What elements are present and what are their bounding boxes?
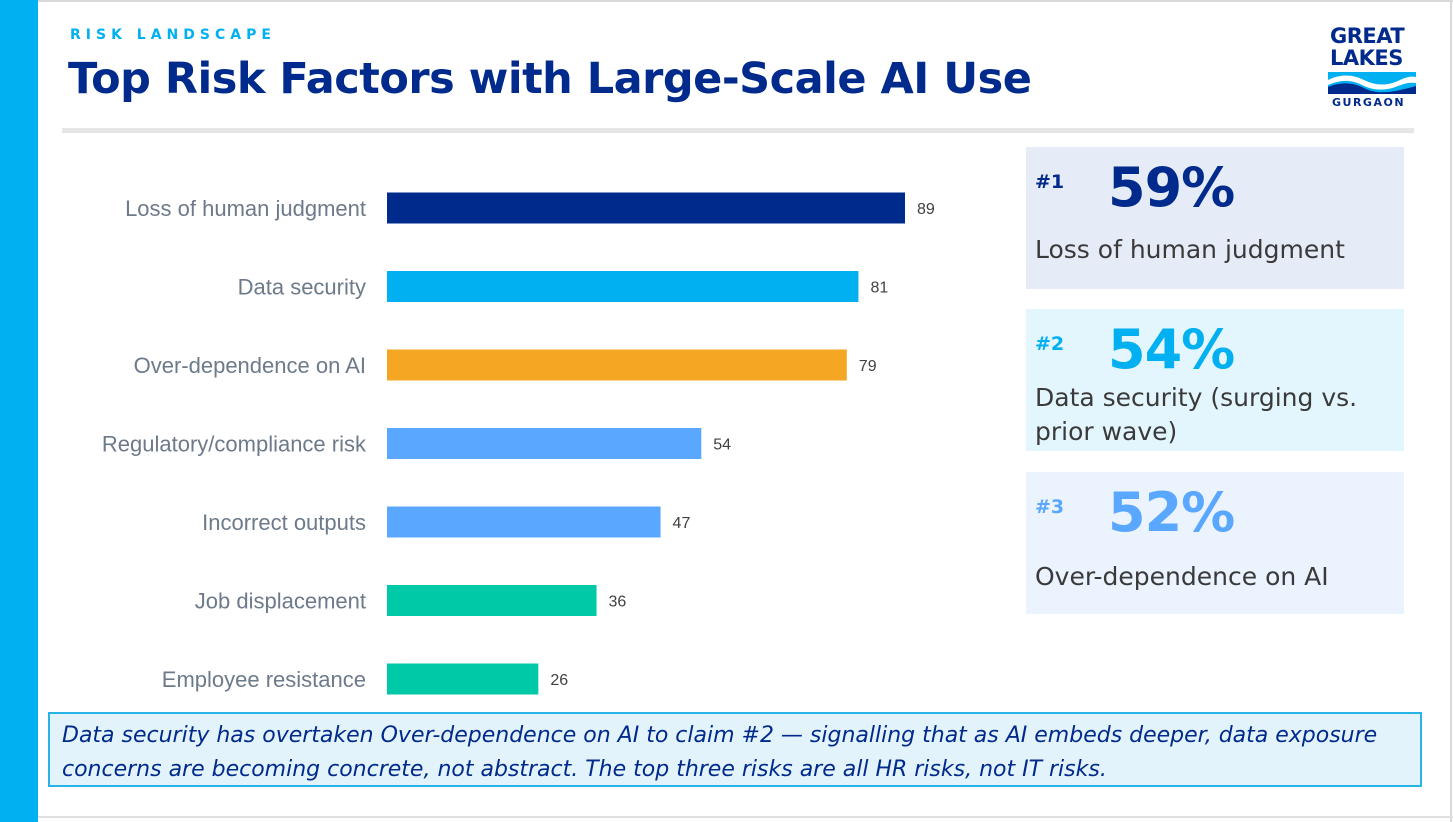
category-label: Job displacement — [195, 589, 366, 614]
highlight-percentage: 59% — [1108, 156, 1235, 219]
bar-value-label: 47 — [673, 515, 691, 532]
insight-callout: Data security has overtaken Over-depende… — [48, 712, 1422, 787]
category-label: Data security — [238, 275, 366, 300]
bar-value-label: 54 — [713, 437, 731, 454]
highlight-card: #1 59% Loss of human judgment — [1026, 147, 1404, 289]
bar — [387, 663, 539, 695]
logo-text-gurgaon: GURGAON — [1332, 96, 1406, 109]
bar-value-label: 79 — [859, 358, 877, 375]
category-label: Regulatory/compliance risk — [102, 432, 367, 457]
highlight-percentage: 54% — [1108, 318, 1235, 381]
top-border — [38, 0, 1453, 2]
left-accent-stripe — [0, 0, 38, 822]
highlight-rank: #2 — [1035, 333, 1065, 355]
highlight-label: Data security (surging vs. prior wave) — [1035, 383, 1358, 446]
highlight-card: #3 52% Over-dependence on AI — [1026, 472, 1404, 614]
bar — [387, 349, 847, 381]
bar-value-label: 81 — [870, 280, 888, 297]
category-label: Employee resistance — [162, 667, 366, 692]
bar — [387, 506, 661, 538]
bar — [387, 585, 597, 616]
brand-logo: GREAT LAKES GURGAON — [1328, 24, 1420, 110]
bar-value-label: 26 — [550, 672, 568, 689]
highlight-label: Loss of human judgment — [1035, 235, 1345, 264]
logo-wave-icon — [1328, 72, 1416, 94]
insight-callout-text: Data security has overtaken Over-depende… — [62, 723, 1378, 782]
title-divider — [62, 128, 1414, 133]
bar-value-label: 89 — [917, 201, 935, 218]
category-label: Over-dependence on AI — [134, 353, 366, 378]
risk-bar-chart: Loss of human judgment 89 Data security 81 O… — [102, 192, 935, 695]
section-eyebrow: RISK LANDSCAPE — [70, 27, 276, 43]
logo-text-great: GREAT — [1330, 24, 1405, 48]
highlight-percentage: 52% — [1108, 481, 1235, 544]
page-title: Top Risk Factors with Large-Scale AI Use — [68, 54, 1032, 104]
bar — [387, 271, 859, 302]
category-label: Loss of human judgment — [125, 196, 366, 221]
right-border — [1450, 0, 1452, 822]
bottom-border — [38, 816, 1453, 818]
highlight-rank: #1 — [1035, 171, 1065, 193]
highlight-rank: #3 — [1035, 496, 1065, 518]
bar — [387, 428, 702, 459]
category-label: Incorrect outputs — [202, 510, 366, 535]
highlight-card: #2 54% Data security (surging vs. prior wa… — [1026, 309, 1404, 451]
logo-text-lakes: LAKES — [1330, 46, 1403, 70]
bar — [387, 192, 905, 224]
bar-value-label: 36 — [609, 594, 627, 611]
highlight-label: Over-dependence on AI — [1035, 562, 1329, 591]
